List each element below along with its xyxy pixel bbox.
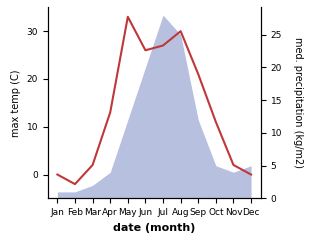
Y-axis label: max temp (C): max temp (C) — [11, 69, 21, 136]
Y-axis label: med. precipitation (kg/m2): med. precipitation (kg/m2) — [293, 37, 303, 168]
X-axis label: date (month): date (month) — [113, 223, 196, 233]
